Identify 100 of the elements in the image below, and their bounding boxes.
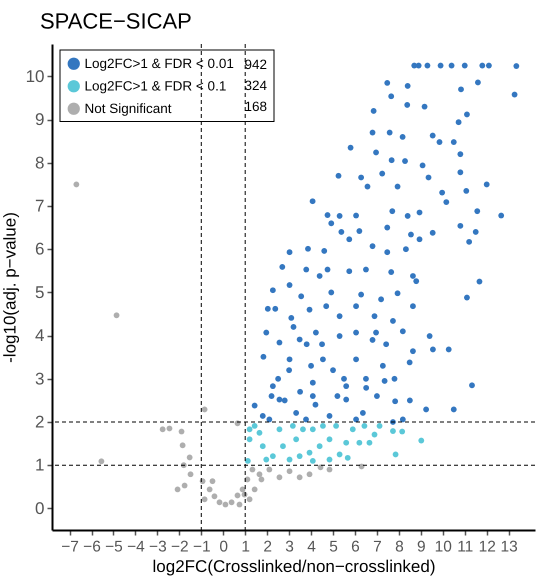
x-tick-label: 5 (329, 538, 338, 556)
point (356, 440, 362, 446)
x-tick-label: −2 (170, 538, 189, 556)
point (258, 476, 264, 482)
annotation: 168 (244, 99, 267, 114)
point (372, 432, 378, 438)
point (358, 464, 364, 470)
x-axis-title: log2FC(Crosslinked/non−crosslinked) (152, 557, 436, 576)
y-tick-label: 2 (35, 412, 44, 432)
point (246, 496, 253, 502)
y-tick-label: 5 (35, 282, 44, 302)
point (306, 471, 312, 478)
legend-label: Log2FC>1 & FDR < 0.1 (84, 78, 226, 94)
point (310, 458, 316, 464)
point (260, 443, 266, 450)
y-tick-label: 0 (35, 498, 44, 518)
y-tick-label: 4 (35, 326, 44, 346)
point (206, 486, 213, 492)
point (296, 474, 303, 480)
point (318, 464, 324, 470)
x-tick-label: 4 (307, 538, 316, 556)
point (114, 312, 120, 318)
point (202, 496, 208, 502)
point (256, 471, 262, 478)
point (222, 502, 228, 508)
point (236, 502, 242, 508)
point (266, 466, 272, 472)
point (178, 428, 184, 434)
x-tick-label: −3 (149, 538, 167, 556)
point (246, 436, 253, 442)
x-tick-label: −5 (105, 538, 123, 556)
x-tick-label: 12 (478, 538, 496, 556)
point (296, 453, 303, 460)
point (263, 456, 270, 462)
point (399, 428, 406, 434)
x-tick-label: 13 (500, 538, 518, 556)
point (320, 422, 326, 429)
point (240, 486, 246, 492)
point (333, 422, 340, 429)
point (280, 443, 286, 450)
point (250, 466, 256, 472)
y-axis-title: -log10(adj. p−value) (0, 212, 20, 363)
point (366, 440, 372, 446)
x-tick-label: 11 (457, 538, 474, 556)
x-tick-label: 2 (263, 538, 272, 556)
point (376, 422, 382, 429)
point (228, 499, 235, 506)
point (326, 436, 332, 442)
x-tick-label: −4 (127, 538, 146, 556)
point (326, 466, 332, 472)
point (182, 482, 188, 488)
point (316, 443, 323, 450)
point (202, 406, 208, 412)
x-tick-label: 1 (241, 538, 250, 556)
point (276, 426, 282, 432)
point (343, 440, 350, 446)
y-tick-label: 1 (35, 456, 44, 475)
point (234, 492, 240, 498)
point (418, 438, 424, 444)
point (293, 436, 300, 442)
point (344, 454, 351, 461)
chart-title: SPACE−SICAP (40, 8, 192, 34)
point (290, 422, 296, 429)
point (270, 453, 276, 460)
annotation: 942 (244, 57, 267, 72)
point (336, 451, 343, 458)
x-tick-label: −6 (83, 538, 101, 556)
point (252, 422, 258, 429)
point (212, 493, 218, 500)
point (244, 458, 251, 464)
point (174, 486, 180, 492)
y-tick-label: 6 (35, 240, 44, 259)
x-tick-label: −7 (61, 538, 79, 556)
point (160, 426, 166, 432)
point (180, 442, 186, 448)
point (73, 181, 80, 188)
y-tick-label: 9 (35, 110, 44, 130)
point (256, 430, 262, 436)
point (252, 486, 258, 492)
point (286, 456, 292, 462)
point (350, 426, 356, 432)
x-tick-label: 10 (434, 538, 452, 556)
point (300, 426, 306, 432)
point (216, 499, 222, 506)
y-tick-label: 7 (35, 196, 44, 216)
point (326, 456, 332, 462)
y-tick-label: 3 (35, 369, 44, 388)
point (188, 471, 194, 478)
x-tick-label: 7 (373, 538, 382, 556)
point (166, 426, 172, 432)
x-tick-label: 3 (285, 538, 294, 556)
point (98, 458, 104, 464)
point (310, 426, 316, 432)
annotation: 324 (244, 78, 268, 93)
x-tick-label: 9 (417, 538, 426, 556)
point (362, 422, 368, 429)
x-tick-label: 8 (395, 538, 404, 556)
point (286, 468, 292, 474)
point (392, 451, 399, 458)
point (210, 478, 216, 484)
